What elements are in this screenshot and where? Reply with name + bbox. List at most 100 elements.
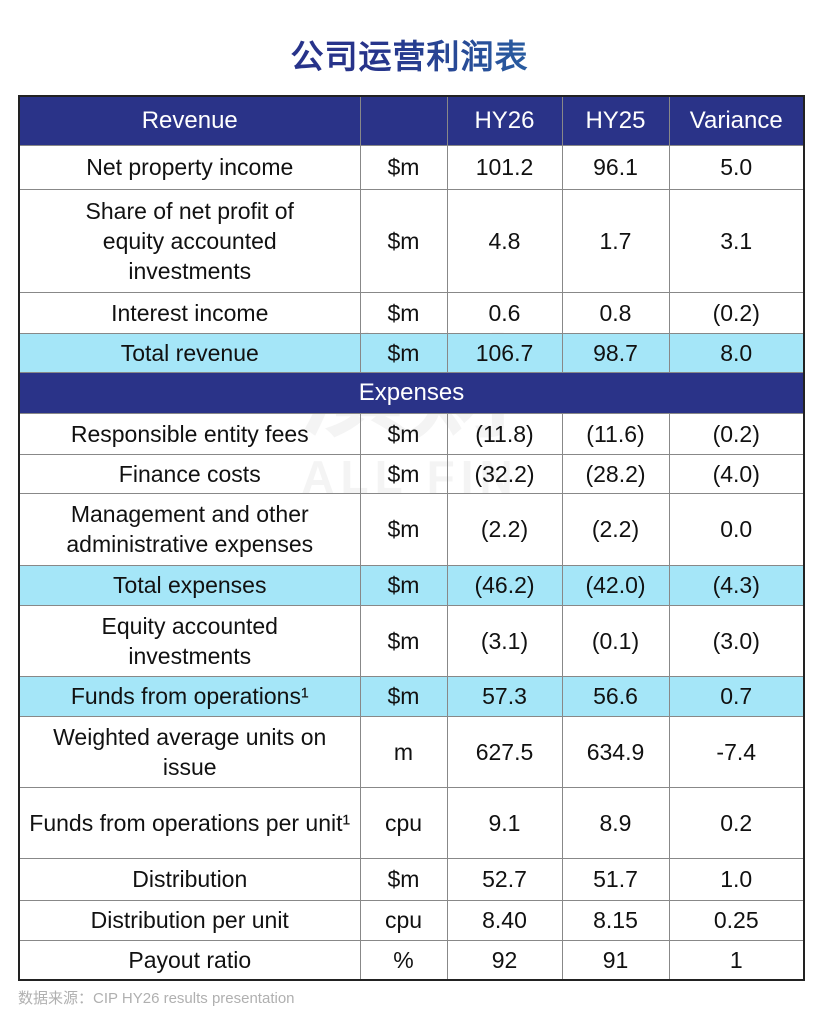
cell-label-text: Management and other administrative expe… bbox=[66, 501, 314, 557]
cell-unit: $m bbox=[359, 332, 448, 373]
cell-hy26: (46.2) bbox=[446, 564, 563, 606]
cell-label: Funds from operations per unit¹ bbox=[18, 786, 361, 859]
cell-variance: 0.25 bbox=[668, 899, 805, 941]
cell-hy26: 52.7 bbox=[446, 857, 563, 901]
cell-hy25: 0.8 bbox=[561, 291, 670, 334]
cell-hy25: (42.0) bbox=[561, 564, 670, 606]
cell-label: Management and other administrative expe… bbox=[18, 492, 361, 566]
header-revenue: Revenue bbox=[18, 95, 361, 146]
cell-unit: $m bbox=[359, 604, 448, 677]
cell-hy25: (0.1) bbox=[561, 604, 670, 677]
cell-variance: (4.0) bbox=[668, 453, 805, 494]
cell-variance: (4.3) bbox=[668, 564, 805, 606]
cell-label: Share of net profit of equity accounted … bbox=[18, 188, 361, 293]
cell-variance: -7.4 bbox=[668, 715, 805, 788]
cell-hy26: (2.2) bbox=[446, 492, 563, 566]
cell-label: Equity accounted investments bbox=[18, 604, 361, 677]
table-row: Interest income $m 0.6 0.8 (0.2) bbox=[18, 291, 805, 334]
table-row: Share of net profit of equity accounted … bbox=[18, 188, 805, 293]
cell-unit: $m bbox=[359, 564, 448, 606]
cell-variance: 1.0 bbox=[668, 857, 805, 901]
cell-hy26: 9.1 bbox=[446, 786, 563, 859]
cell-hy25: (28.2) bbox=[561, 453, 670, 494]
cell-hy25: 56.6 bbox=[561, 675, 670, 717]
cell-label-text: Weighted average units on issue bbox=[53, 723, 327, 780]
income-table: Revenue HY26 HY25 Variance Net property … bbox=[18, 95, 805, 981]
table-row: Distribution per unit cpu 8.40 8.15 0.25 bbox=[18, 899, 805, 941]
cell-unit: $m bbox=[359, 453, 448, 494]
cell-label: Net property income bbox=[18, 144, 361, 190]
cell-label: Finance costs bbox=[18, 453, 361, 494]
cell-label-text: Funds from operations per unit¹ bbox=[29, 809, 351, 836]
cell-variance: 1 bbox=[668, 939, 805, 981]
cell-hy26: 92 bbox=[446, 939, 563, 981]
section-row: Expenses bbox=[18, 371, 805, 414]
cell-hy25: 91 bbox=[561, 939, 670, 981]
cell-unit: $m bbox=[359, 857, 448, 901]
cell-hy25: (11.6) bbox=[561, 412, 670, 455]
cell-variance: 0.2 bbox=[668, 786, 805, 859]
cell-unit: $m bbox=[359, 188, 448, 293]
cell-hy26: 106.7 bbox=[446, 332, 563, 373]
cell-label: Interest income bbox=[18, 291, 361, 334]
cell-hy25: 634.9 bbox=[561, 715, 670, 788]
total-row: Funds from operations¹ $m 57.3 56.6 0.7 bbox=[18, 675, 805, 717]
cell-label: Payout ratio bbox=[18, 939, 361, 981]
cell-variance: (3.0) bbox=[668, 604, 805, 677]
total-row: Total expenses $m (46.2) (42.0) (4.3) bbox=[18, 564, 805, 606]
cell-unit: % bbox=[359, 939, 448, 981]
cell-unit: $m bbox=[359, 144, 448, 190]
cell-unit: $m bbox=[359, 412, 448, 455]
cell-unit: cpu bbox=[359, 899, 448, 941]
cell-hy25: 96.1 bbox=[561, 144, 670, 190]
cell-hy26: (3.1) bbox=[446, 604, 563, 677]
table-row: Funds from operations per unit¹ cpu 9.1 8.9… bbox=[18, 786, 805, 859]
cell-hy26: 57.3 bbox=[446, 675, 563, 717]
cell-hy26: 4.8 bbox=[446, 188, 563, 293]
header-hy26: HY26 bbox=[446, 95, 563, 146]
cell-unit: $m bbox=[359, 675, 448, 717]
cell-hy25: 98.7 bbox=[561, 332, 670, 373]
cell-label-text: Equity accounted investments bbox=[101, 612, 278, 669]
cell-hy26: 0.6 bbox=[446, 291, 563, 334]
cell-label: Total expenses bbox=[18, 564, 361, 606]
cell-variance: 3.1 bbox=[668, 188, 805, 293]
cell-label: Distribution per unit bbox=[18, 899, 361, 941]
cell-unit: $m bbox=[359, 492, 448, 566]
cell-hy26: (32.2) bbox=[446, 453, 563, 494]
cell-label: Funds from operations¹ bbox=[18, 675, 361, 717]
table-row: Equity accounted investments $m (3.1) (0.1)… bbox=[18, 604, 805, 677]
cell-label: Distribution bbox=[18, 857, 361, 901]
cell-hy25: 1.7 bbox=[561, 188, 670, 293]
cell-variance: 0.7 bbox=[668, 675, 805, 717]
cell-variance: 0.0 bbox=[668, 492, 805, 566]
cell-hy26: 8.40 bbox=[446, 899, 563, 941]
cell-hy25: (2.2) bbox=[561, 492, 670, 566]
cell-variance: 8.0 bbox=[668, 332, 805, 373]
header-variance: Variance bbox=[668, 95, 805, 146]
cell-variance: 5.0 bbox=[668, 144, 805, 190]
table-header-row: Revenue HY26 HY25 Variance bbox=[18, 95, 805, 146]
total-row: Total revenue $m 106.7 98.7 8.0 bbox=[18, 332, 805, 373]
cell-label: Weighted average units on issue bbox=[18, 715, 361, 788]
source-note: 数据来源：CIP HY26 results presentation bbox=[18, 990, 295, 1007]
cell-hy26: 101.2 bbox=[446, 144, 563, 190]
cell-label-text: Share of net profit of equity accounted … bbox=[85, 197, 294, 284]
cell-label: Expenses bbox=[18, 371, 805, 414]
page-title: 公司运营利润表 bbox=[0, 30, 819, 78]
table-row: Finance costs $m (32.2) (28.2) (4.0) bbox=[18, 453, 805, 494]
cell-label: Total revenue bbox=[18, 332, 361, 373]
table-row: Management and other administrative expe… bbox=[18, 492, 805, 566]
cell-hy26: 627.5 bbox=[446, 715, 563, 788]
header-hy25: HY25 bbox=[561, 95, 670, 146]
table-row: Payout ratio% 92 91 1 bbox=[18, 939, 805, 981]
table-row: Responsible entity fees $m (11.8) (11.6) (0.… bbox=[18, 412, 805, 455]
table-row: Net property income $m 101.2 96.1 5.0 bbox=[18, 144, 805, 190]
cell-hy26: (11.8) bbox=[446, 412, 563, 455]
cell-variance: (0.2) bbox=[668, 412, 805, 455]
cell-variance: (0.2) bbox=[668, 291, 805, 334]
cell-hy25: 51.7 bbox=[561, 857, 670, 901]
header-unit bbox=[359, 95, 448, 146]
cell-unit: cpu bbox=[359, 786, 448, 859]
table-row: Distribution $m 52.7 51.7 1.0 bbox=[18, 857, 805, 901]
